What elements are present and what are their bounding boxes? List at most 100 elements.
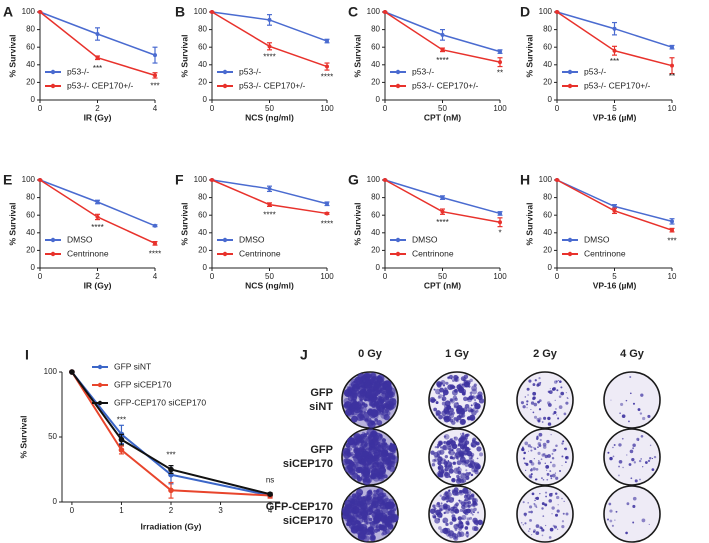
colony bbox=[554, 513, 559, 517]
colony bbox=[459, 386, 464, 391]
colony bbox=[556, 509, 560, 513]
colony bbox=[639, 478, 641, 481]
colony bbox=[532, 391, 537, 396]
colony bbox=[379, 409, 385, 416]
colony bbox=[452, 478, 455, 482]
x-axis-label: NCS (ng/ml) bbox=[245, 112, 294, 122]
colony bbox=[464, 462, 469, 467]
row-label: GFP-CEP170 bbox=[266, 501, 333, 513]
x-tick-label: 2 bbox=[95, 272, 100, 281]
colony bbox=[375, 509, 378, 512]
data-point bbox=[440, 195, 445, 200]
colony bbox=[453, 417, 458, 421]
colony bbox=[442, 520, 445, 523]
colony bbox=[561, 520, 565, 523]
colony bbox=[367, 518, 370, 521]
colony bbox=[440, 446, 443, 449]
significance: *** bbox=[166, 451, 175, 460]
colony bbox=[457, 531, 461, 534]
colony bbox=[525, 469, 527, 471]
colony bbox=[360, 406, 367, 413]
significance: *** bbox=[117, 416, 126, 425]
colony bbox=[361, 451, 367, 456]
colony bbox=[452, 379, 455, 383]
y-tick-label: 20 bbox=[371, 78, 380, 87]
y-tick-label: 40 bbox=[543, 60, 552, 69]
colony bbox=[473, 507, 477, 512]
colony bbox=[363, 535, 368, 540]
colony bbox=[465, 475, 470, 481]
panel-letter: J bbox=[300, 347, 308, 363]
colony bbox=[383, 414, 390, 421]
colony bbox=[381, 438, 387, 443]
colony bbox=[550, 461, 552, 464]
colony bbox=[539, 438, 542, 442]
colony bbox=[625, 531, 628, 535]
colony bbox=[542, 515, 545, 518]
colony bbox=[361, 518, 366, 523]
colony bbox=[552, 448, 556, 453]
legend-label: DMSO bbox=[239, 234, 265, 244]
colony bbox=[471, 385, 478, 392]
colony bbox=[535, 467, 539, 471]
y-tick-label: 60 bbox=[198, 210, 207, 219]
colony bbox=[442, 394, 446, 397]
culture-dish bbox=[341, 485, 399, 543]
colony bbox=[438, 470, 441, 473]
colony bbox=[632, 402, 636, 405]
colony bbox=[463, 473, 465, 476]
colony bbox=[545, 524, 547, 527]
panel-letter: G bbox=[348, 172, 359, 188]
colony bbox=[369, 410, 377, 419]
colony bbox=[439, 449, 445, 455]
colony bbox=[561, 525, 565, 529]
colony bbox=[642, 466, 644, 468]
y-tick-label: 60 bbox=[371, 210, 380, 219]
colony bbox=[547, 403, 552, 407]
colony bbox=[473, 467, 479, 472]
colony bbox=[653, 455, 657, 459]
x-tick-label: 1 bbox=[119, 506, 124, 515]
legend-label: p53-/- CEP170+/- bbox=[584, 80, 651, 90]
colony bbox=[465, 472, 470, 477]
culture-dish bbox=[603, 371, 661, 429]
colony bbox=[448, 374, 453, 379]
colony bbox=[557, 417, 560, 420]
colony bbox=[463, 379, 468, 384]
x-axis-label: Irradiation (Gy) bbox=[141, 521, 202, 531]
colony bbox=[640, 434, 644, 438]
colony bbox=[532, 467, 536, 471]
colony bbox=[448, 468, 454, 474]
colony bbox=[433, 515, 437, 519]
colony bbox=[632, 504, 636, 508]
colony bbox=[452, 489, 459, 496]
colony bbox=[363, 455, 368, 460]
colony bbox=[372, 394, 376, 398]
colony bbox=[388, 460, 395, 467]
colony bbox=[649, 444, 652, 447]
colony bbox=[554, 399, 556, 401]
panel-letter: F bbox=[175, 172, 184, 188]
panel-letter: E bbox=[3, 172, 12, 188]
colony bbox=[359, 499, 366, 506]
colony bbox=[477, 465, 480, 468]
colony bbox=[614, 519, 616, 521]
data-point bbox=[670, 228, 674, 233]
colony bbox=[532, 383, 536, 386]
column-header: 2 Gy bbox=[533, 348, 558, 360]
colony bbox=[530, 468, 533, 472]
colony bbox=[445, 495, 450, 500]
colony bbox=[369, 512, 372, 515]
significance: **** bbox=[436, 56, 448, 65]
y-tick-label: 80 bbox=[26, 193, 35, 202]
colony bbox=[475, 442, 479, 446]
colony bbox=[556, 495, 560, 500]
colony bbox=[354, 384, 357, 387]
significance: **** bbox=[436, 218, 448, 227]
colony bbox=[373, 383, 382, 392]
colony bbox=[385, 386, 392, 393]
x-tick-label: 5 bbox=[612, 272, 617, 281]
y-tick-label: 100 bbox=[44, 367, 58, 376]
colony bbox=[460, 472, 467, 479]
x-tick-label: 50 bbox=[438, 272, 447, 281]
